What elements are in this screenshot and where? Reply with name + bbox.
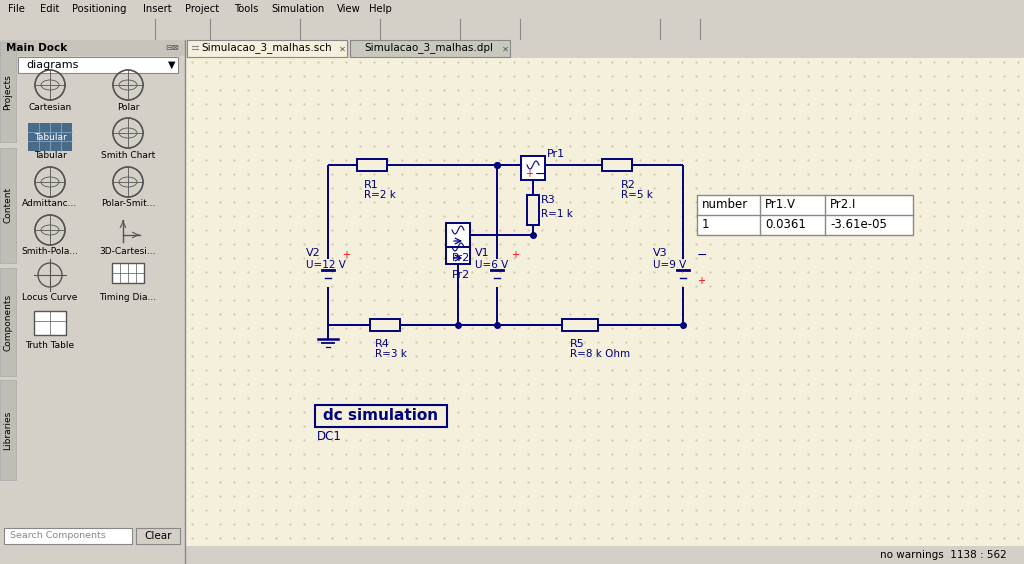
Text: number: number <box>702 199 749 212</box>
Text: Content: Content <box>3 187 12 223</box>
Text: Simulation: Simulation <box>271 4 325 14</box>
Text: Cartesian: Cartesian <box>29 103 72 112</box>
Text: Simulacao_3_malhas.dpl: Simulacao_3_malhas.dpl <box>364 42 493 54</box>
Text: dc simulation: dc simulation <box>324 408 438 424</box>
Text: DC1: DC1 <box>317 430 342 443</box>
Text: Smith-Pola...: Smith-Pola... <box>22 248 79 257</box>
Bar <box>112 263 144 283</box>
Text: 3D-Cartesi...: 3D-Cartesi... <box>99 248 157 257</box>
Text: V2: V2 <box>306 248 321 258</box>
Bar <box>28 123 72 151</box>
Text: 1: 1 <box>702 218 710 231</box>
Bar <box>562 319 598 331</box>
Bar <box>357 159 387 171</box>
Text: diagrams: diagrams <box>26 60 79 70</box>
Bar <box>446 223 470 247</box>
Text: R=8 k Ohm: R=8 k Ohm <box>570 349 630 359</box>
Text: -3.61e-05: -3.61e-05 <box>830 218 887 231</box>
Bar <box>0 148 16 263</box>
Text: Help: Help <box>369 4 391 14</box>
Text: +: + <box>511 250 519 260</box>
Text: Edit: Edit <box>40 4 59 14</box>
Bar <box>315 405 447 427</box>
Bar <box>187 40 347 57</box>
Bar <box>0 0 1024 18</box>
Text: ▼: ▼ <box>168 60 175 70</box>
Text: R=3 k: R=3 k <box>375 349 407 359</box>
Text: Main Dock: Main Dock <box>6 43 68 53</box>
Text: U=6 V: U=6 V <box>475 260 508 270</box>
Text: Clear: Clear <box>144 531 172 541</box>
Text: V3: V3 <box>653 248 668 258</box>
Bar <box>350 40 510 57</box>
Text: V1: V1 <box>475 248 489 258</box>
Text: R=2 k: R=2 k <box>364 190 396 200</box>
Text: Libraries: Libraries <box>3 411 12 450</box>
Text: Projects: Projects <box>3 74 12 110</box>
Text: R=5 k: R=5 k <box>621 190 653 200</box>
Text: R=1 k: R=1 k <box>541 209 572 219</box>
Bar <box>0 40 185 546</box>
Text: U=12 V: U=12 V <box>306 260 346 270</box>
Bar <box>4 528 132 544</box>
Bar <box>0 42 16 142</box>
Text: Project: Project <box>185 4 219 14</box>
Text: Polar: Polar <box>117 103 139 112</box>
Text: Pr1: Pr1 <box>547 149 565 159</box>
Text: Locus Curve: Locus Curve <box>23 293 78 302</box>
Bar <box>185 40 1024 546</box>
Bar <box>446 240 470 264</box>
Bar <box>0 40 185 56</box>
Text: ⊟⊠: ⊟⊠ <box>165 43 179 52</box>
Text: R4: R4 <box>375 339 390 349</box>
Text: Tools: Tools <box>234 4 258 14</box>
Text: −: − <box>697 249 708 262</box>
Text: R1: R1 <box>364 180 379 190</box>
Text: Tabular: Tabular <box>34 151 67 160</box>
Bar <box>0 380 16 480</box>
Text: Polar-Smit...: Polar-Smit... <box>100 200 156 209</box>
Bar <box>521 156 545 180</box>
Bar <box>34 311 66 335</box>
Text: Search Components: Search Components <box>10 531 105 540</box>
Text: R3: R3 <box>541 195 556 205</box>
Text: −: − <box>535 168 546 180</box>
Bar <box>136 528 180 544</box>
Text: Timing Dia...: Timing Dia... <box>99 293 157 302</box>
Text: Positioning: Positioning <box>72 4 127 14</box>
Text: Pr2.I: Pr2.I <box>830 199 856 212</box>
Text: File: File <box>8 4 25 14</box>
Text: +: + <box>342 250 350 260</box>
Text: Admittanc...: Admittanc... <box>23 200 78 209</box>
Bar <box>697 195 913 235</box>
Text: Pr2: Pr2 <box>452 253 470 263</box>
Text: Pr2: Pr2 <box>452 270 470 280</box>
Bar <box>602 159 632 171</box>
Bar <box>0 18 1024 40</box>
Text: Smith Chart: Smith Chart <box>101 151 155 160</box>
Text: ✕: ✕ <box>339 45 346 54</box>
Text: Simulacao_3_malhas.sch: Simulacao_3_malhas.sch <box>201 42 332 54</box>
Bar <box>527 195 539 225</box>
Text: Components: Components <box>3 293 12 351</box>
Text: no warnings  1138 : 562: no warnings 1138 : 562 <box>880 550 1007 560</box>
Text: Truth Table: Truth Table <box>26 341 75 350</box>
Text: R2: R2 <box>621 180 636 190</box>
Text: Tabular: Tabular <box>34 133 67 142</box>
Text: Pr1.V: Pr1.V <box>765 199 796 212</box>
Bar <box>185 40 1024 58</box>
Bar <box>18 57 178 73</box>
Text: U=9 V: U=9 V <box>653 260 686 270</box>
Text: Insert: Insert <box>142 4 171 14</box>
Text: R5: R5 <box>570 339 585 349</box>
Bar <box>0 268 16 376</box>
Text: 0.0361: 0.0361 <box>765 218 806 231</box>
Text: View: View <box>337 4 360 14</box>
Bar <box>370 319 400 331</box>
Bar <box>0 546 1024 564</box>
Text: +: + <box>525 169 534 179</box>
Text: +: + <box>697 276 705 286</box>
Text: ✕: ✕ <box>502 45 509 54</box>
